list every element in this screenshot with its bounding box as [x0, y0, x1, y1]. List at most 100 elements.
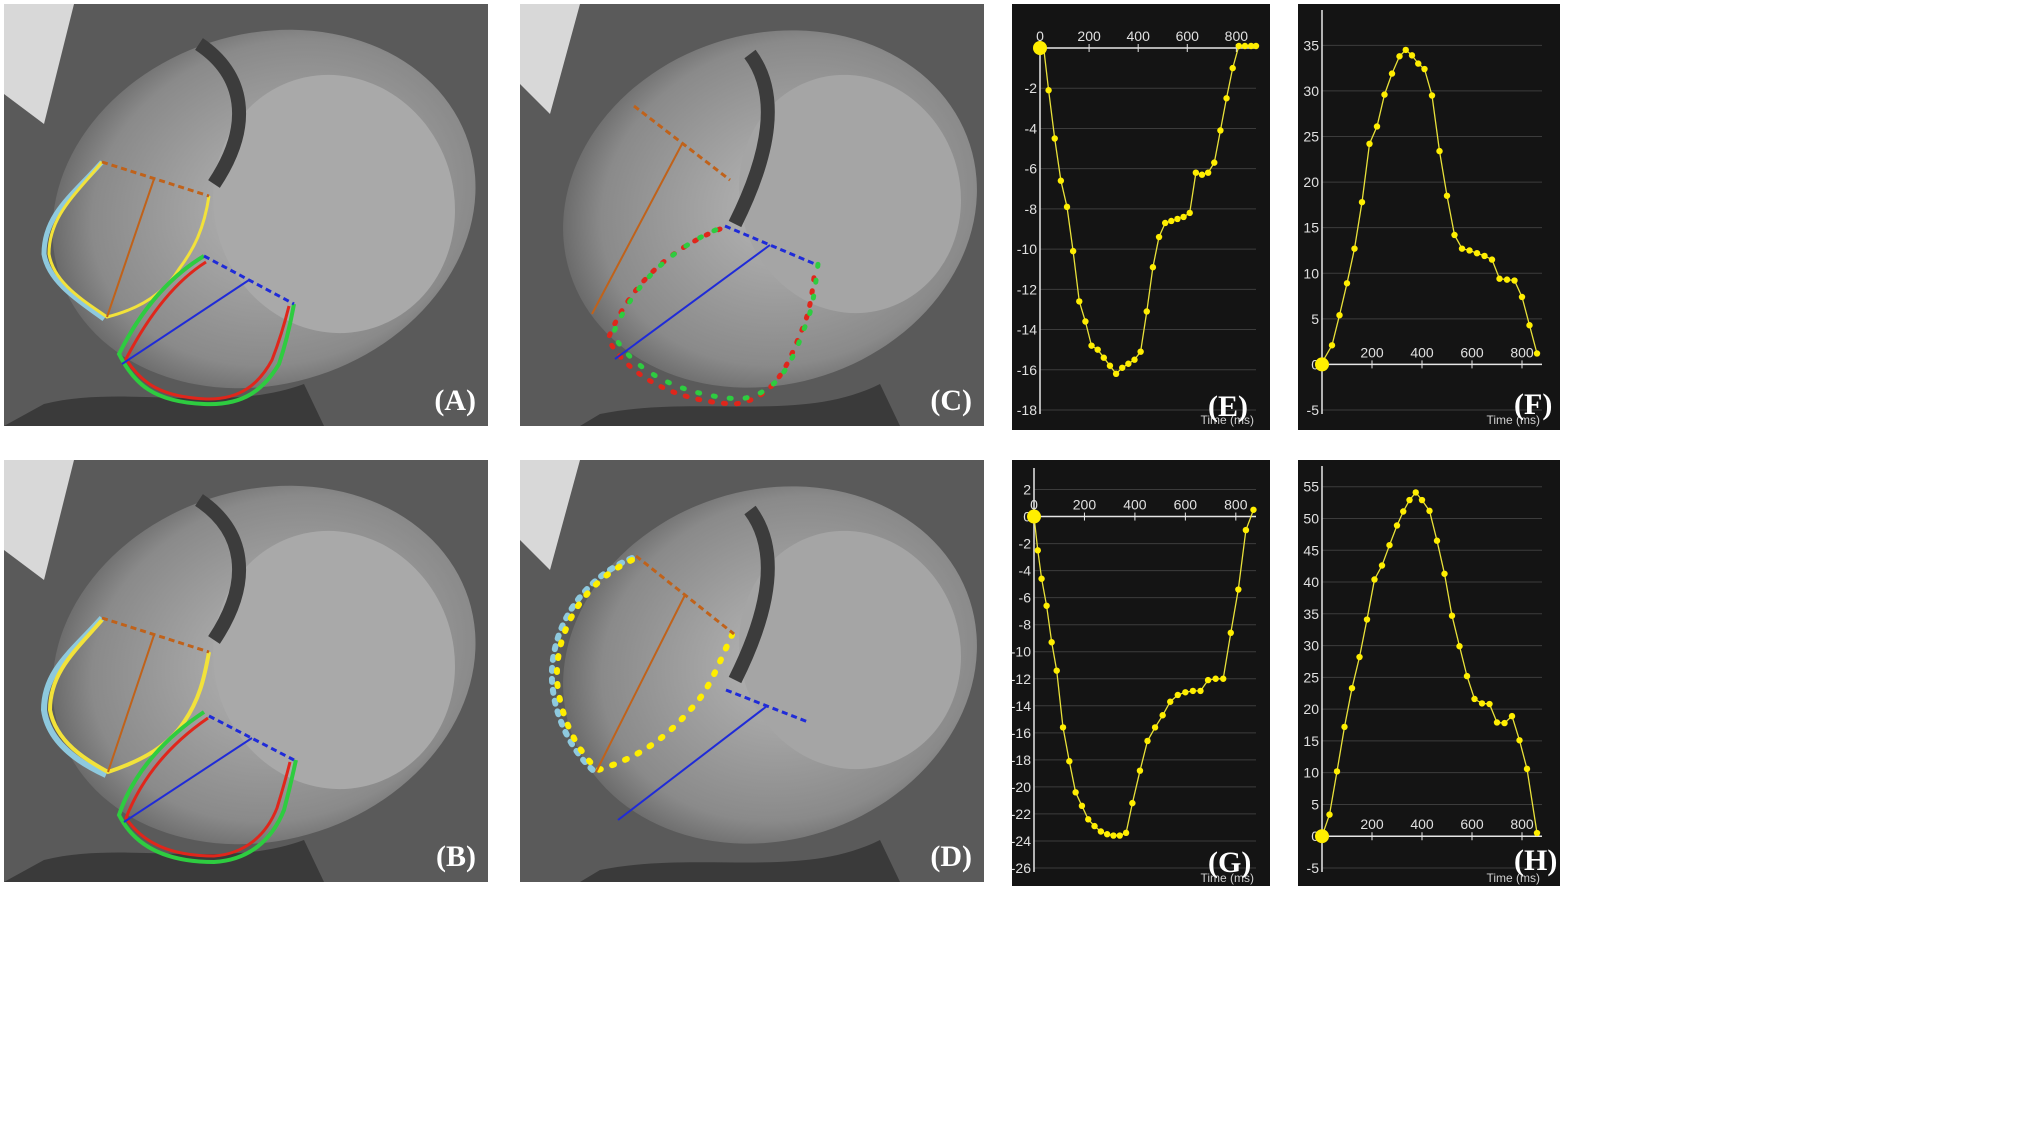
- data-point-g-7: [1066, 758, 1073, 765]
- y-tick-label-f-5: 10: [1303, 265, 1319, 281]
- y-tick-label-g-3: -4: [1019, 563, 1032, 579]
- y-tick-label-e-3: -8: [1025, 201, 1038, 217]
- ra-long-axis-b: [107, 634, 155, 773]
- x-tick-label-e-1: 200: [1077, 28, 1101, 44]
- y-tick-label-h-9: 10: [1303, 765, 1319, 781]
- data-point-g-13: [1103, 831, 1111, 838]
- plot-panel-h: 5550454035302520151050-5200400600800Time…: [1298, 460, 1560, 886]
- mri-image-b: [4, 460, 488, 882]
- data-point-h-21: [1471, 695, 1478, 703]
- x-tick-label-h-1: 400: [1410, 816, 1434, 832]
- panel-label-g: (G): [1208, 846, 1252, 879]
- data-point-h-3: [1341, 723, 1348, 731]
- cursor-marker-g[interactable]: [1027, 509, 1041, 524]
- y-tick-label-f-4: 15: [1303, 220, 1319, 236]
- y-tick-label-e-2: -6: [1025, 161, 1038, 177]
- data-point-h-24: [1493, 719, 1501, 726]
- data-point-h-9: [1386, 541, 1393, 549]
- x-tick-label-f-0: 200: [1360, 344, 1384, 360]
- data-point-h-12: [1406, 496, 1413, 504]
- data-point-f-2: [1336, 311, 1343, 319]
- data-point-f-25: [1503, 276, 1511, 283]
- rv-long-axis: [121, 279, 250, 365]
- y-tick-label-g-8: -14: [1012, 698, 1031, 714]
- y-tick-label-e-4: -10: [1017, 241, 1037, 257]
- y-tick-label-g-12: -22: [1012, 806, 1031, 822]
- data-point-h-18: [1448, 612, 1456, 619]
- data-point-h-27: [1516, 737, 1523, 744]
- data-point-e-30: [1217, 127, 1224, 134]
- y-tick-label-h-8: 15: [1303, 733, 1319, 749]
- cursor-marker-f[interactable]: [1315, 357, 1329, 372]
- data-point-e-3: [1051, 135, 1058, 142]
- rv-contour-dots-green-c: [610, 223, 821, 402]
- data-point-e-19: [1149, 264, 1157, 271]
- data-point-f-10: [1396, 53, 1403, 60]
- data-point-e-20: [1155, 233, 1163, 241]
- ra-long-axis-c: [591, 143, 683, 315]
- chart-g: 20-2-4-6-8-10-12-14-16-18-20-22-24-26020…: [1012, 468, 1257, 885]
- panel-label-d: (D): [930, 840, 972, 873]
- data-point-f-22: [1481, 252, 1488, 260]
- ra-contour-dots-yellow-d: [553, 557, 735, 774]
- data-point-h-1: [1326, 811, 1333, 818]
- rv-contour-red-b: [124, 716, 292, 858]
- data-point-h-13: [1412, 489, 1419, 496]
- data-point-g-4: [1048, 639, 1055, 646]
- cursor-marker-h[interactable]: [1315, 829, 1329, 844]
- data-point-g-31: [1235, 586, 1242, 593]
- plot-panel-g: 20-2-4-6-8-10-12-14-16-18-20-22-24-26020…: [1012, 460, 1270, 886]
- data-point-g-8: [1072, 789, 1079, 796]
- data-point-e-31: [1223, 95, 1230, 102]
- panel-label-b: (B): [436, 840, 476, 873]
- data-point-e-7: [1076, 298, 1083, 305]
- data-point-g-27: [1204, 676, 1212, 684]
- data-point-g-24: [1182, 689, 1189, 696]
- data-point-h-16: [1433, 537, 1441, 544]
- data-point-f-11: [1402, 46, 1409, 54]
- data-point-e-35: [1247, 42, 1255, 50]
- data-point-g-11: [1091, 822, 1098, 830]
- x-tick-label-e-3: 600: [1176, 28, 1200, 44]
- data-point-e-26: [1192, 169, 1200, 176]
- y-tick-label-h-0: 55: [1303, 479, 1319, 495]
- data-point-e-27: [1198, 171, 1206, 178]
- x-tick-label-g-3: 600: [1174, 497, 1198, 513]
- mri-panel-d: (D): [520, 460, 984, 882]
- y-tick-label-e-1: -4: [1025, 120, 1038, 136]
- cursor-marker-e[interactable]: [1033, 41, 1047, 55]
- y-tick-label-g-13: -24: [1012, 833, 1031, 849]
- y-tick-label-g-10: -18: [1012, 752, 1031, 768]
- data-point-h-17: [1441, 570, 1448, 577]
- x-axis-title-f: Time (ms): [1486, 413, 1540, 427]
- series-line-h: [1321, 491, 1538, 837]
- data-point-e-2: [1045, 87, 1052, 94]
- x-tick-label-e-2: 400: [1127, 28, 1151, 44]
- data-point-e-23: [1174, 215, 1181, 223]
- data-point-f-4: [1351, 245, 1358, 252]
- rv-long-axis-b: [123, 737, 253, 823]
- ra-long-axis: [106, 178, 155, 318]
- y-tick-label-h-3: 40: [1303, 574, 1319, 590]
- data-point-e-15: [1125, 360, 1132, 367]
- data-point-h-5: [1356, 653, 1363, 661]
- data-point-h-8: [1378, 562, 1386, 569]
- y-tick-label-h-10: 5: [1311, 796, 1319, 812]
- data-point-e-9: [1088, 342, 1095, 349]
- x-tick-label-f-2: 600: [1460, 344, 1484, 360]
- panel-label-h: (H): [1514, 844, 1558, 877]
- y-tick-label-h-5: 30: [1303, 638, 1319, 654]
- data-point-f-26: [1511, 277, 1518, 284]
- data-point-h-2: [1333, 768, 1341, 775]
- data-point-f-20: [1466, 247, 1473, 254]
- data-point-g-26: [1197, 687, 1204, 695]
- data-point-g-1: [1034, 547, 1041, 554]
- chart-h: 5550454035302520151050-5200400600800Time…: [1303, 466, 1542, 885]
- mri-image-d: [520, 460, 984, 882]
- y-tick-label-e-8: -18: [1017, 402, 1037, 418]
- data-point-f-18: [1451, 231, 1458, 239]
- rv-contour-green: [116, 254, 296, 407]
- data-point-e-33: [1235, 42, 1243, 50]
- x-tick-label-e-4: 800: [1225, 28, 1249, 44]
